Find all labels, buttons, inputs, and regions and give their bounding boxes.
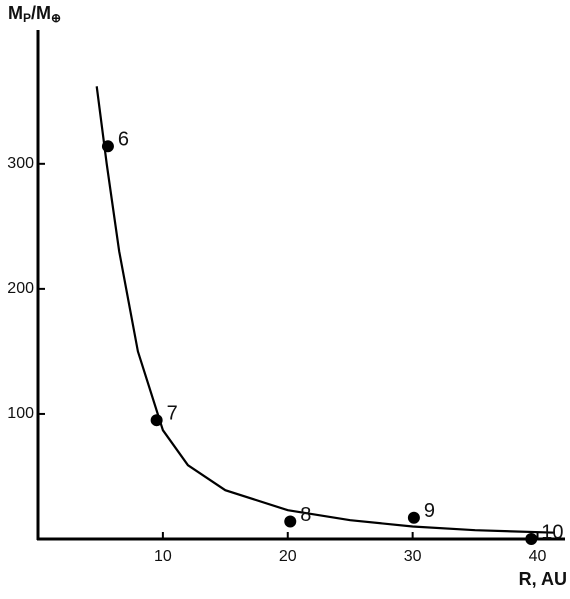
data-point: [101, 140, 114, 153]
x-axis-label: R, AU: [519, 569, 567, 589]
point-label: 7: [167, 402, 178, 424]
x-tick-label: 40: [529, 548, 547, 565]
y-tick-label: 200: [7, 280, 34, 297]
y-axis-label-part: ⊕: [51, 11, 61, 25]
x-tick-label: 10: [154, 548, 172, 565]
data-point: [525, 533, 538, 545]
point-label: 6: [118, 129, 129, 151]
point-label: 8: [300, 504, 311, 526]
x-tick-label: 20: [279, 548, 297, 565]
point-label: 9: [424, 500, 435, 522]
x-tick-label: 30: [404, 548, 422, 565]
y-tick-label: 100: [7, 405, 34, 422]
fit-curve: [95, 86, 556, 534]
y-axis-label-part: P: [23, 11, 31, 25]
data-point: [284, 515, 297, 528]
point-label: 10: [541, 521, 563, 543]
y-axis-label-part: M: [8, 3, 23, 23]
y-axis-label: MP/M⊕: [8, 3, 61, 25]
y-tick-label: 300: [7, 155, 34, 172]
data-point: [407, 511, 420, 524]
y-axis-label-part: /M: [31, 3, 51, 23]
data-point: [150, 414, 163, 427]
